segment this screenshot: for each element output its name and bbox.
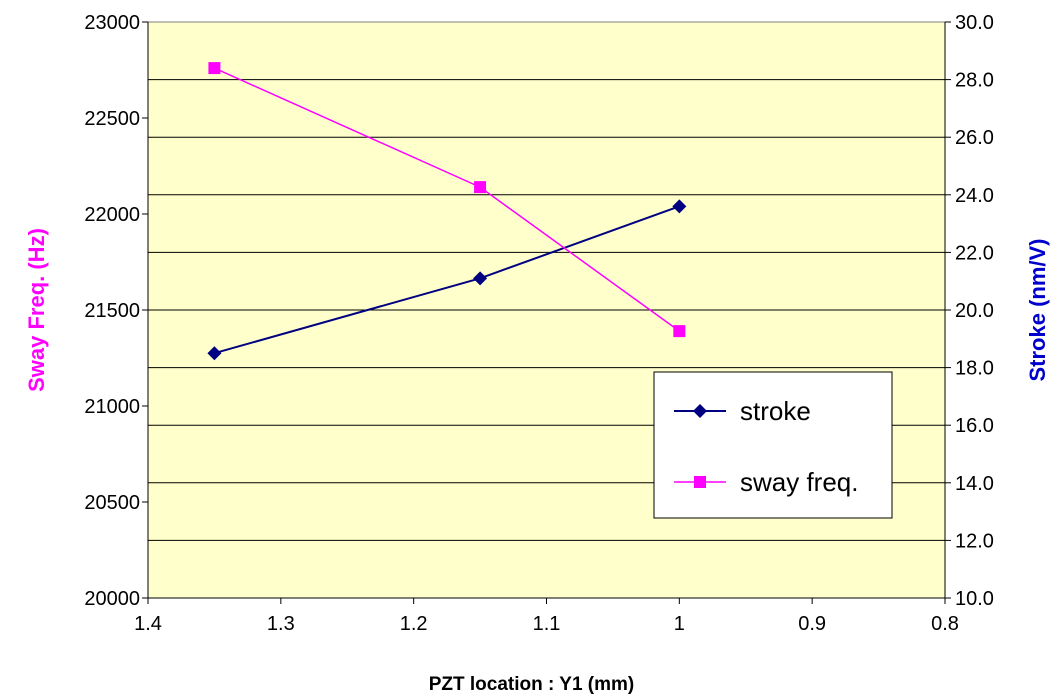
y-tick-label-left: 22000 <box>84 204 140 226</box>
y-tick-label-right: 14.0 <box>955 473 994 495</box>
x-tick-label: 1.2 <box>400 613 428 635</box>
legend-label-stroke: stroke <box>740 396 811 426</box>
x-tick-label: 1.3 <box>267 613 295 635</box>
x-tick-label: 0.8 <box>931 613 959 635</box>
y-tick-label-left: 22500 <box>84 108 140 130</box>
y-tick-label-right: 12.0 <box>955 530 994 552</box>
legend-marker-sway-freq <box>694 476 706 488</box>
legend-entry-sway-freq: sway freq. <box>674 467 859 497</box>
x-axis-title: PZT location : Y1 (mm) <box>429 674 635 695</box>
y-tick-label-right: 26.0 <box>955 127 994 149</box>
legend-marker-stroke <box>693 404 707 418</box>
y-tick-label-left: 20000 <box>84 588 140 610</box>
x-tick-label: 1.1 <box>533 613 561 635</box>
data-point-stroke <box>672 199 687 214</box>
y-tick-label-left: 21000 <box>84 396 140 418</box>
y-tick-label-right: 16.0 <box>955 415 994 437</box>
series-layer <box>207 62 687 361</box>
legend-entry-stroke: stroke <box>674 396 811 426</box>
gridlines <box>148 79 945 541</box>
y-tick-label-left: 20500 <box>84 492 140 514</box>
y-axis-title-left: Sway Freq. (Hz) <box>24 228 49 392</box>
axes: 20000 20500 21000 21500 22000 22500 23000 10.0 1… <box>84 12 994 635</box>
y-tick-label-right: 24.0 <box>955 185 994 207</box>
data-point-stroke <box>207 346 222 361</box>
y-tick-label-left: 21500 <box>84 300 140 322</box>
legend-box <box>653 371 893 519</box>
legend-label-sway-freq: sway freq. <box>740 467 859 497</box>
y-tick-label-right: 20.0 <box>955 300 994 322</box>
y-tick-label-right: 28.0 <box>955 70 994 92</box>
y-tick-label-right: 18.0 <box>955 358 994 380</box>
y-axis-title-right: Stroke (nm/V) <box>1025 238 1050 381</box>
y-tick-label-right: 22.0 <box>955 242 994 264</box>
data-point-sway-freq <box>208 62 221 75</box>
y-tick-label-left: 23000 <box>84 12 140 34</box>
legend: stroke sway freq. <box>653 371 893 519</box>
x-tick-label: 1 <box>674 613 685 635</box>
data-point-sway-freq <box>673 325 686 338</box>
data-point-sway-freq <box>474 181 487 194</box>
x-tick-label: 0.9 <box>798 613 826 635</box>
data-point-stroke <box>473 271 488 286</box>
y-tick-label-right: 10.0 <box>955 588 994 610</box>
y-tick-label-right: 30.0 <box>955 12 994 34</box>
x-tick-label: 1.4 <box>134 613 162 635</box>
